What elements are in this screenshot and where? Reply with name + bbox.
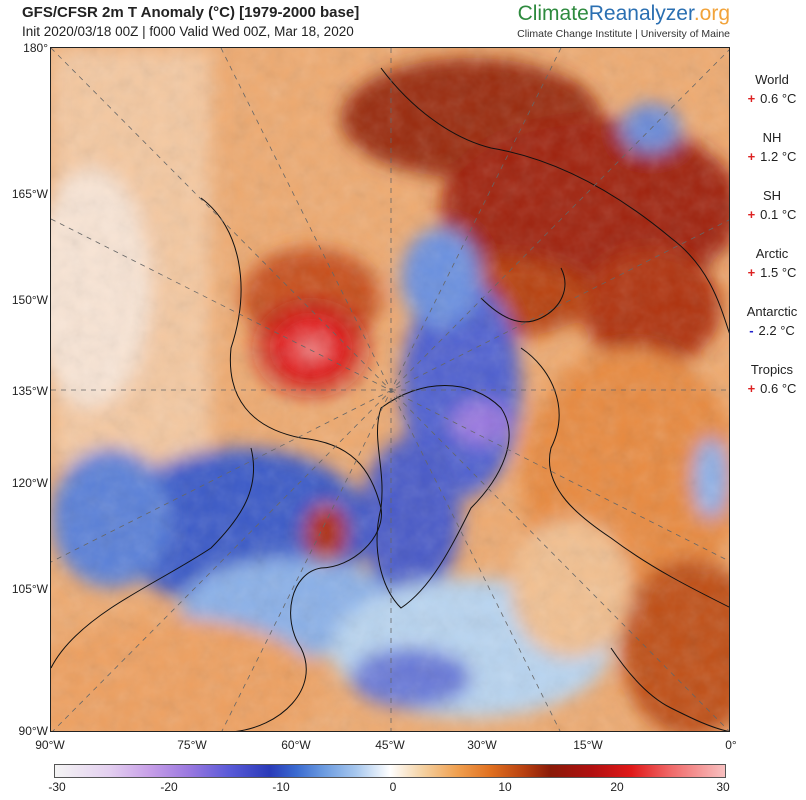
lon-label-30w: 30°W: [467, 738, 497, 752]
colorbar-tick: -10: [272, 780, 290, 794]
lon-label-0: 0°: [725, 738, 737, 752]
colorbar-tick: 20: [610, 780, 624, 794]
lat-label-105w: 105°W: [11, 582, 48, 596]
stat-value: 2.2 °C: [758, 323, 795, 338]
stat-antarctic: Antarctic -2.2 °C: [738, 302, 806, 360]
stat-sh: SH +0.1 °C: [738, 186, 806, 244]
colorbar-tick: 30: [716, 780, 730, 794]
brand-logo[interactable]: ClimateReanalyzer.org: [518, 2, 730, 26]
stat-sign: +: [747, 91, 756, 106]
lon-label-75w: 75°W: [177, 738, 207, 752]
stat-value: 1.2 °C: [760, 149, 797, 164]
stat-value: 0.6 °C: [760, 381, 797, 396]
brand-part-org: .org: [693, 2, 730, 25]
stat-name: Antarctic: [746, 304, 798, 319]
brand-part-climate: Climate: [517, 2, 589, 25]
stat-arctic: Arctic +1.5 °C: [738, 244, 806, 302]
colorbar-tick: 0: [389, 780, 397, 794]
lat-label-150w: 150°W: [11, 293, 48, 307]
stat-nh: NH +1.2 °C: [738, 128, 806, 186]
brand-subtitle: Climate Change Institute | University of…: [517, 28, 730, 40]
lat-label-180: 180°: [23, 41, 48, 55]
stat-sign: +: [747, 265, 756, 280]
stat-sign: +: [747, 381, 756, 396]
stat-name: Arctic: [755, 246, 789, 261]
lat-label-120w: 120°W: [11, 476, 48, 490]
stat-sign: +: [747, 149, 756, 164]
stat-value: 1.5 °C: [760, 265, 797, 280]
stat-world: World +0.6 °C: [738, 70, 806, 128]
lon-label-45w: 45°W: [375, 738, 405, 752]
lon-label-90w: 90°W: [35, 738, 65, 752]
stat-tropics: Tropics +0.6 °C: [738, 360, 806, 418]
lat-label-135w: 135°W: [11, 384, 48, 398]
colorbar-tick: 10: [498, 780, 512, 794]
coastlines: [51, 67, 729, 731]
map-subtitle: Init 2020/03/18 00Z | f000 Valid Wed 00Z…: [22, 24, 354, 39]
colorbar-tick: -30: [48, 780, 66, 794]
lon-label-15w: 15°W: [573, 738, 603, 752]
brand-part-reanalyzer: Reanalyzer: [588, 2, 694, 25]
region-stats-panel: World +0.6 °C NH +1.2 °C SH +0.1 °C Arct…: [738, 70, 806, 418]
anomaly-map[interactable]: [50, 47, 730, 732]
colorbar-scale: [54, 764, 726, 778]
stat-value: 0.6 °C: [760, 91, 797, 106]
stat-name: World: [755, 72, 789, 87]
stat-name: Tropics: [750, 362, 794, 377]
colorbar-tick: -20: [160, 780, 178, 794]
lon-label-60w: 60°W: [281, 738, 311, 752]
lat-label-165w: 165°W: [11, 187, 48, 201]
graticule: [51, 48, 729, 731]
stat-name: SH: [762, 188, 782, 203]
map-title: GFS/CFSR 2m T Anomaly (°C) [1979-2000 ba…: [22, 4, 360, 21]
stat-sign: -: [749, 323, 754, 338]
anomaly-map-canvas: [51, 48, 729, 731]
stat-sign: +: [747, 207, 756, 222]
stat-value: 0.1 °C: [760, 207, 797, 222]
stat-name: NH: [762, 130, 782, 145]
lat-label-90w: 90°W: [18, 724, 48, 738]
